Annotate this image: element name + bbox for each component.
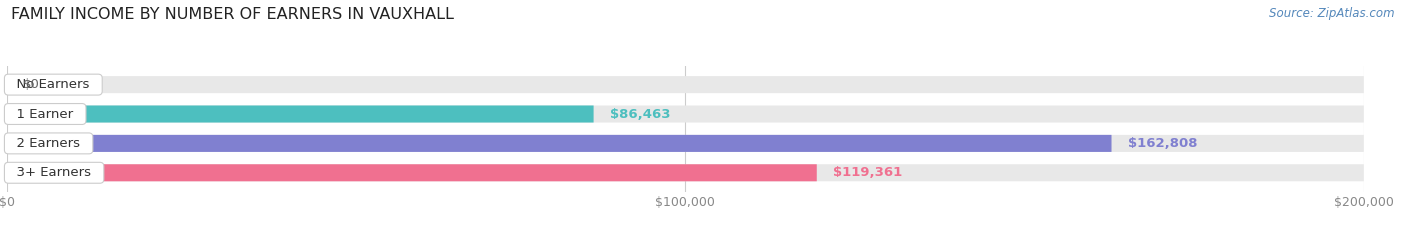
FancyBboxPatch shape	[7, 164, 1364, 181]
Text: Source: ZipAtlas.com: Source: ZipAtlas.com	[1270, 7, 1395, 20]
Text: $162,808: $162,808	[1128, 137, 1198, 150]
FancyBboxPatch shape	[7, 106, 1364, 123]
Text: 1 Earner: 1 Earner	[8, 107, 82, 121]
Text: $0: $0	[24, 78, 41, 91]
Text: $86,463: $86,463	[610, 107, 671, 121]
FancyBboxPatch shape	[7, 164, 817, 181]
FancyBboxPatch shape	[7, 76, 1364, 93]
FancyBboxPatch shape	[7, 135, 1112, 152]
Text: 2 Earners: 2 Earners	[8, 137, 89, 150]
FancyBboxPatch shape	[7, 106, 593, 123]
Text: No Earners: No Earners	[8, 78, 98, 91]
Text: 3+ Earners: 3+ Earners	[8, 166, 100, 179]
Text: FAMILY INCOME BY NUMBER OF EARNERS IN VAUXHALL: FAMILY INCOME BY NUMBER OF EARNERS IN VA…	[11, 7, 454, 22]
FancyBboxPatch shape	[7, 135, 1364, 152]
Text: $119,361: $119,361	[832, 166, 903, 179]
